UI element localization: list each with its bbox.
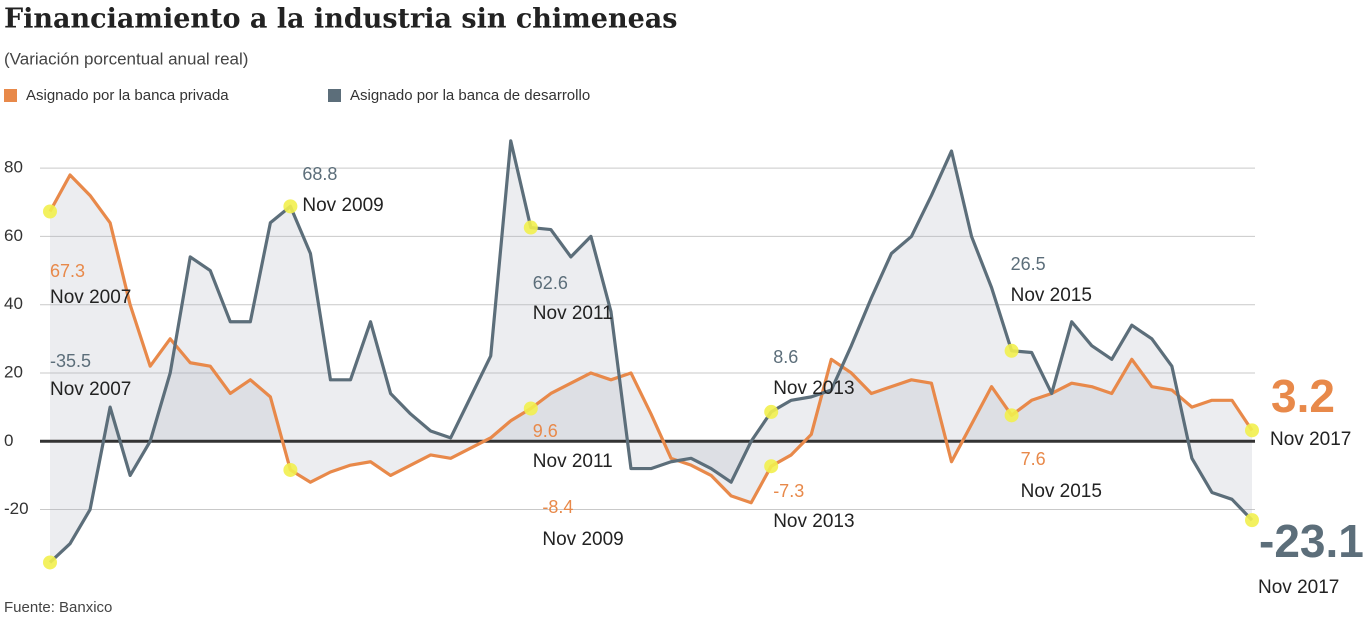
y-tick-label: 60 bbox=[4, 226, 23, 245]
legend-label: Asignado por la banca privada bbox=[26, 87, 229, 104]
y-tick-label: -20 bbox=[4, 499, 29, 518]
annotation-value: 62.6 bbox=[533, 273, 568, 293]
legend-swatch bbox=[4, 89, 17, 102]
legend-swatch bbox=[328, 89, 341, 102]
annotation-value: 68.8 bbox=[302, 164, 337, 184]
annotation-value: 67.3 bbox=[50, 261, 85, 281]
annotation-value: 26.5 bbox=[1011, 254, 1046, 274]
annotation-date: Nov 2013 bbox=[773, 378, 854, 399]
y-tick-label: 0 bbox=[4, 431, 13, 450]
annotation-date: Nov 2007 bbox=[50, 287, 131, 308]
source: Fuente: Banxico bbox=[4, 599, 112, 616]
y-tick-label: 20 bbox=[4, 362, 23, 381]
annotation-value: -8.4 bbox=[542, 497, 573, 517]
highlight-dot bbox=[764, 459, 779, 474]
highlight-dot bbox=[43, 204, 57, 219]
area bbox=[50, 140, 1252, 563]
annotation-date: Nov 2011 bbox=[533, 451, 613, 472]
annotation-value: 9.6 bbox=[533, 421, 558, 441]
y-tick-label: 80 bbox=[4, 158, 23, 177]
highlight-dot bbox=[523, 401, 538, 416]
chart-subtitle: (Variación porcentual anual real) bbox=[4, 49, 248, 68]
highlight-dot bbox=[764, 404, 779, 419]
highlight-dot bbox=[1004, 343, 1019, 358]
chart-title: Financiamiento a la industria sin chimen… bbox=[4, 4, 677, 35]
highlight-dot bbox=[283, 462, 298, 477]
highlight-dot bbox=[1004, 408, 1019, 423]
annotation-date: Nov 2009 bbox=[542, 529, 623, 550]
highlight-dot bbox=[523, 220, 538, 235]
highlight-dot bbox=[1245, 423, 1259, 438]
line bbox=[48, 139, 1254, 564]
legend-label: Asignado por la banca de desarrollo bbox=[350, 87, 590, 104]
y-tick-label: 40 bbox=[4, 294, 23, 313]
annotation-date: Nov 2007 bbox=[50, 379, 131, 400]
annotation-value: 8.6 bbox=[773, 347, 798, 367]
annotation-value: 3.2 bbox=[1271, 370, 1335, 422]
annotation-date: Nov 2011 bbox=[533, 303, 613, 324]
area bbox=[50, 174, 1252, 503]
annotation-value: 7.6 bbox=[1021, 449, 1046, 469]
annotation-value: -7.3 bbox=[773, 481, 804, 501]
annotation-date: Nov 2015 bbox=[1021, 481, 1102, 502]
annotation-date: Nov 2017 bbox=[1270, 429, 1351, 450]
highlight-dot bbox=[43, 555, 57, 570]
highlight-dot bbox=[1245, 513, 1259, 528]
annotation-date: Nov 2017 bbox=[1258, 577, 1339, 598]
annotation-value: -35.5 bbox=[50, 351, 91, 371]
annotation-date: Nov 2009 bbox=[302, 195, 383, 216]
annotation-value: -23.1 bbox=[1259, 515, 1364, 567]
annotation-date: Nov 2013 bbox=[773, 511, 854, 532]
highlight-dot bbox=[283, 199, 298, 214]
annotation-date: Nov 2015 bbox=[1011, 285, 1092, 306]
